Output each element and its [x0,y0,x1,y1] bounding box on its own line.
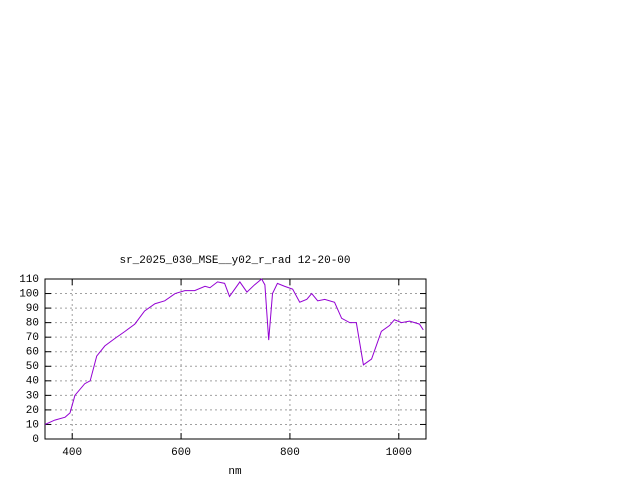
y-tick-label: 10 [26,419,39,431]
x-tick-label: 600 [171,447,191,459]
y-tick-label: 110 [19,274,39,286]
y-tick-label: 70 [26,332,39,344]
y-tick-label: 40 [26,376,39,388]
data-line [44,278,424,425]
chart-title: sr_2025_030_MSE__y02_r_rad 12-20-00 [119,255,350,267]
y-tick-label: 50 [26,361,39,373]
y-tick-label: 0 [32,434,39,446]
y-tick-label: 20 [26,405,39,417]
x-tick-label: 1000 [386,447,412,459]
y-tick-label: 80 [26,318,39,330]
y-tick-label: 100 [19,288,39,300]
y-tick-label: 90 [26,303,39,315]
plot-frame [44,278,427,440]
x-tick-label: 800 [280,447,300,459]
y-tick-label: 30 [26,390,39,402]
y-tick-label: 60 [26,347,39,359]
x-tick-label: 400 [62,447,82,459]
x-axis-label: nm [228,466,242,478]
